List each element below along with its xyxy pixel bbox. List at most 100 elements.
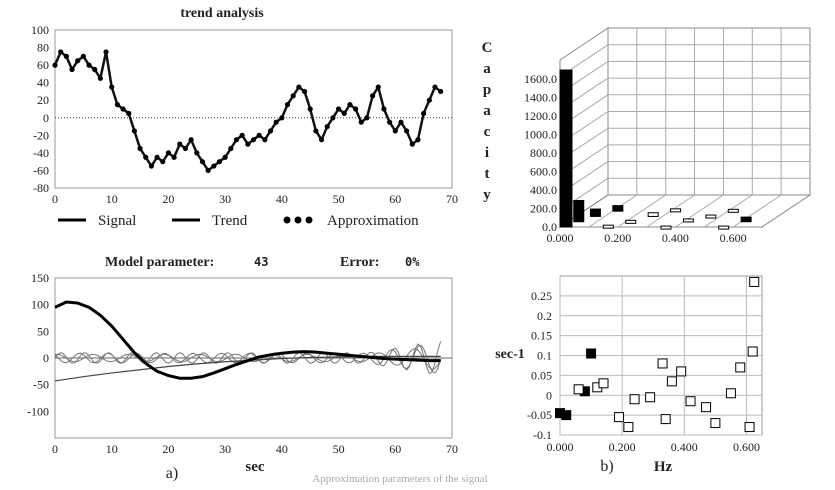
open-point xyxy=(685,396,696,407)
chart-title: Model parameter: xyxy=(105,255,214,270)
y-tick-label: 40 xyxy=(37,76,49,90)
open-point xyxy=(735,362,746,373)
bar xyxy=(589,208,601,217)
y-tick-label: -0.1 xyxy=(533,428,552,442)
y-tick-label: -100 xyxy=(27,404,49,418)
bar xyxy=(573,199,585,223)
approximation-point xyxy=(301,88,308,95)
bar xyxy=(727,208,739,213)
y-tick-label: 100 xyxy=(31,298,49,312)
x-tick-label: 0.400 xyxy=(662,231,689,245)
approximation-point xyxy=(182,145,189,152)
error-value: 0% xyxy=(405,255,420,269)
approximation-point xyxy=(296,84,302,90)
y-tick-label: 0.2 xyxy=(537,309,552,323)
x-tick-label: 0.600 xyxy=(733,440,760,454)
approximation-point xyxy=(421,110,427,116)
y-tick-label: -40 xyxy=(33,146,49,160)
error-label: Error: xyxy=(340,255,379,270)
approximation-point xyxy=(160,159,166,165)
x-tick-label: 0.000 xyxy=(547,440,574,454)
y-tick-label: 0.0 xyxy=(542,220,557,234)
approximation-point xyxy=(432,84,438,90)
approximation-point xyxy=(109,84,115,90)
panel-label: a) xyxy=(166,465,178,482)
x-tick-label: 50 xyxy=(333,192,345,206)
legend-label: Approximation xyxy=(327,213,419,229)
y-tick-label: 0.25 xyxy=(531,289,552,303)
open-point xyxy=(573,384,584,395)
y-tick-label: 20 xyxy=(37,93,49,107)
x-tick-label: 40 xyxy=(276,192,288,206)
approximation-point xyxy=(352,106,359,112)
y-tick-label: 0 xyxy=(546,388,552,402)
y-tick-label: 0.05 xyxy=(531,368,552,382)
approximation-point xyxy=(97,75,103,81)
bar xyxy=(602,224,614,229)
approximation-point xyxy=(404,128,410,134)
approximation-point xyxy=(392,128,398,134)
open-point xyxy=(629,394,640,405)
approximation-point xyxy=(148,163,155,169)
y-tick-label: 0 xyxy=(43,351,49,365)
approximation-point xyxy=(262,137,268,143)
approximation-point xyxy=(324,123,330,130)
panel-label: b) xyxy=(600,458,613,475)
x-tick-label: 20 xyxy=(162,442,174,456)
approximation-point xyxy=(216,159,223,165)
open-point xyxy=(623,422,634,433)
approximation-point xyxy=(279,115,285,121)
x-tick-label: 0.200 xyxy=(604,231,631,245)
y-tick-label: 400.0 xyxy=(530,183,557,197)
legend-swatch-dot xyxy=(305,216,313,224)
y-axis-label-char: c xyxy=(484,124,491,140)
bar xyxy=(660,225,672,230)
x-tick-label: 20 xyxy=(162,192,174,206)
x-tick-label: 70 xyxy=(446,442,458,456)
x-tick-label: 10 xyxy=(106,192,118,206)
floor-grid-line xyxy=(675,194,724,228)
bar xyxy=(559,69,573,228)
approximation-point xyxy=(426,97,432,103)
legend-swatch-dot xyxy=(283,216,291,224)
bar xyxy=(647,212,659,217)
approximation-point xyxy=(370,93,376,99)
bar xyxy=(612,205,624,212)
approximation-point xyxy=(228,145,234,152)
approximation-point xyxy=(126,110,132,116)
approximation-point xyxy=(86,62,92,68)
y-tick-label: -20 xyxy=(33,128,49,142)
approximation-point xyxy=(120,106,126,112)
x-tick-label: 0 xyxy=(52,192,58,206)
y-tick-label: 200.0 xyxy=(530,202,557,216)
approximation-point xyxy=(415,137,421,143)
frequency-scatter-chart: 0.25 0.2 0.15 0.1 0.05 0 -0.05 -0.10.000 0.200 0.… xyxy=(495,275,763,475)
x-axis-label: Hz xyxy=(654,459,673,475)
approximation-point xyxy=(330,115,336,121)
footer-caption: Approximation parameters of the signal xyxy=(312,473,487,485)
approximation-point xyxy=(256,132,262,138)
bar xyxy=(625,219,637,224)
approximation-point xyxy=(358,119,364,125)
approximation-point xyxy=(438,88,444,95)
main-component-line xyxy=(54,300,441,380)
approximation-point xyxy=(63,53,69,59)
floor-grid-line xyxy=(732,194,782,228)
x-tick-label: 0.400 xyxy=(671,440,698,454)
approximation-point xyxy=(222,154,228,160)
open-point xyxy=(614,412,625,423)
approximation-point xyxy=(205,167,211,174)
y-tick-label: 50 xyxy=(37,324,49,338)
x-tick-label: 10 xyxy=(106,442,118,456)
x-tick-label: 60 xyxy=(389,442,401,456)
approximation-point xyxy=(387,119,393,125)
y-tick-label: 1400.0 xyxy=(524,91,557,105)
bar xyxy=(682,218,694,223)
y-axis-label-char: C xyxy=(482,40,493,56)
approximation-point xyxy=(233,137,240,143)
y-axis-label-char: a xyxy=(483,103,491,119)
y-tick-label: 80 xyxy=(37,41,49,55)
approximation-point xyxy=(92,66,98,73)
